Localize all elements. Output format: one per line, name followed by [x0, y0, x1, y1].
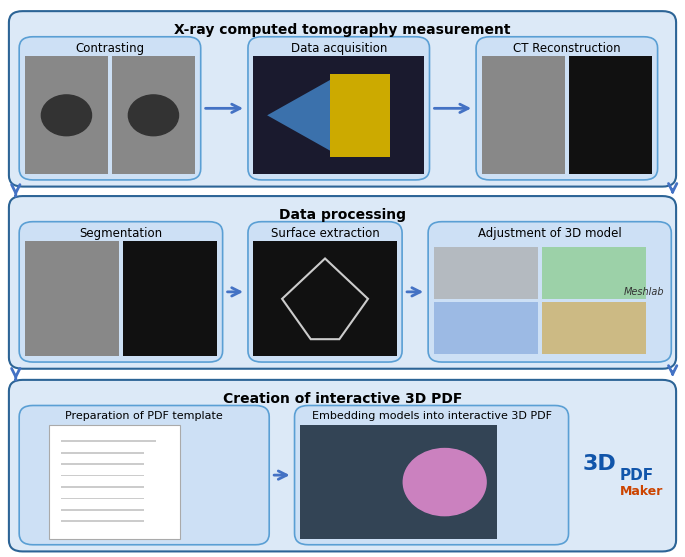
Bar: [60, 475, 144, 476]
FancyBboxPatch shape: [19, 405, 269, 545]
Bar: [49, 425, 180, 539]
FancyBboxPatch shape: [9, 380, 676, 551]
Bar: [300, 425, 497, 539]
Text: Preparation of PDF template: Preparation of PDF template: [65, 411, 223, 421]
Bar: [434, 302, 538, 354]
Bar: [330, 74, 390, 157]
Bar: [542, 247, 646, 299]
Circle shape: [41, 95, 92, 136]
Bar: [60, 520, 144, 522]
Text: Contrasting: Contrasting: [75, 42, 145, 55]
Bar: [482, 56, 565, 174]
Text: Meshlab: Meshlab: [624, 287, 664, 297]
Text: 3D: 3D: [582, 454, 616, 474]
Text: Surface extraction: Surface extraction: [271, 227, 379, 240]
Bar: [60, 486, 144, 488]
Polygon shape: [267, 80, 330, 151]
FancyBboxPatch shape: [295, 405, 569, 545]
Bar: [60, 497, 144, 499]
Text: Adjustment of 3D model: Adjustment of 3D model: [478, 227, 621, 240]
Text: X-ray computed tomography measurement: X-ray computed tomography measurement: [174, 23, 511, 37]
Circle shape: [128, 95, 179, 136]
FancyBboxPatch shape: [9, 11, 676, 187]
FancyBboxPatch shape: [248, 222, 402, 362]
Text: Creation of interactive 3D PDF: Creation of interactive 3D PDF: [223, 392, 462, 406]
Bar: [112, 56, 195, 174]
Bar: [123, 241, 217, 356]
Circle shape: [403, 448, 487, 516]
Text: CT Reconstruction: CT Reconstruction: [513, 42, 621, 55]
Bar: [253, 241, 397, 356]
Text: Segmentation: Segmentation: [79, 227, 162, 240]
Bar: [434, 247, 538, 299]
Text: PDF: PDF: [620, 468, 654, 482]
Text: Data acquisition: Data acquisition: [290, 42, 387, 55]
Bar: [542, 302, 646, 354]
Bar: [25, 241, 119, 356]
Bar: [60, 463, 144, 465]
FancyBboxPatch shape: [248, 37, 429, 180]
Bar: [569, 56, 652, 174]
Bar: [60, 509, 144, 511]
Bar: [60, 452, 144, 453]
Bar: [253, 56, 424, 174]
FancyBboxPatch shape: [476, 37, 658, 180]
Bar: [60, 441, 156, 442]
Bar: [25, 56, 108, 174]
Text: Embedding models into interactive 3D PDF: Embedding models into interactive 3D PDF: [312, 411, 551, 421]
Text: Data processing: Data processing: [279, 208, 406, 222]
FancyBboxPatch shape: [19, 222, 223, 362]
FancyBboxPatch shape: [9, 196, 676, 369]
Text: Maker: Maker: [620, 485, 663, 499]
FancyBboxPatch shape: [19, 37, 201, 180]
FancyBboxPatch shape: [428, 222, 671, 362]
